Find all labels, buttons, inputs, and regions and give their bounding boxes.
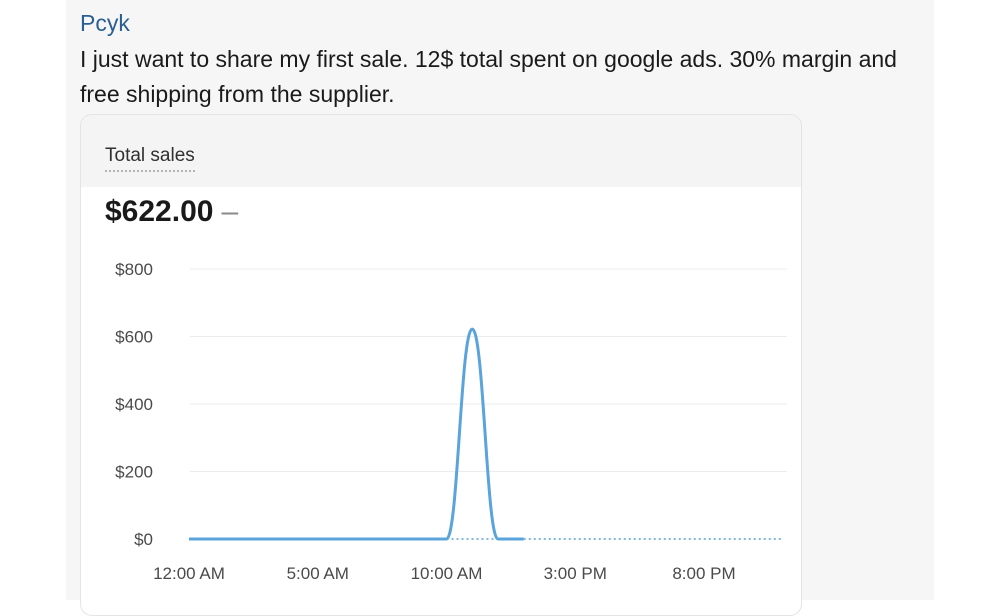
y-tick-label: $400 <box>115 395 153 414</box>
x-tick-label: 5:00 AM <box>287 564 349 583</box>
post-author[interactable]: Pcyk <box>80 10 130 36</box>
y-tick-label: $0 <box>134 530 153 549</box>
card-header: Total sales <box>81 115 801 187</box>
sales-card: Total sales $622.00– $0 $200 $400 $600 $800 … <box>80 114 802 616</box>
sales-chart: $0 $200 $400 $600 $800 12:00 AM 5:00 AM 10:00 … <box>115 260 787 583</box>
total-change-indicator: – <box>221 195 239 228</box>
post-message: I just want to share my first sale. 12$ … <box>80 46 897 107</box>
post: Pcyk I just want to share my first sale.… <box>66 0 934 616</box>
total-sales-value: $622.00 <box>105 195 214 228</box>
card-title[interactable]: Total sales <box>105 145 195 172</box>
y-tick-label: $200 <box>115 463 153 482</box>
x-tick-label: 8:00 PM <box>672 564 735 583</box>
y-tick-label: $800 <box>115 260 153 279</box>
total-sales-row: $622.00– <box>105 195 238 229</box>
x-tick-label: 12:00 AM <box>153 564 225 583</box>
series-line-sales <box>189 327 524 541</box>
x-tick-label: 10:00 AM <box>411 564 483 583</box>
y-tick-label: $600 <box>115 328 153 347</box>
x-tick-label: 3:00 PM <box>544 564 607 583</box>
